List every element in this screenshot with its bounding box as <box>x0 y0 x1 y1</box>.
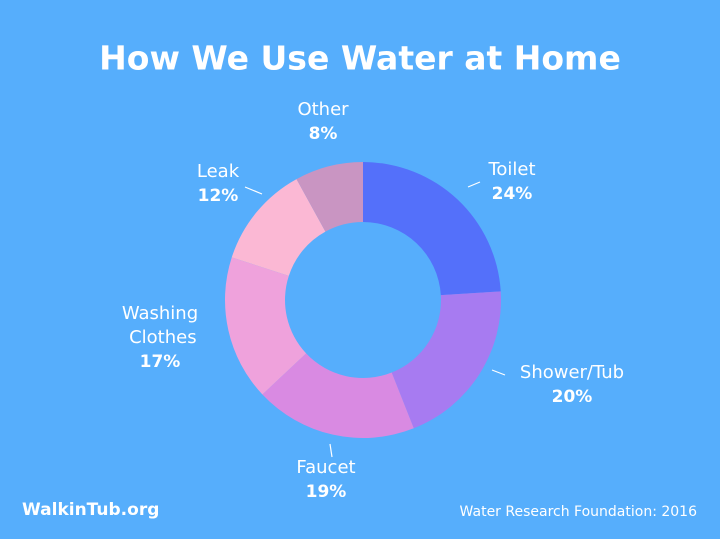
source: Water Research Foundation: 2016 <box>460 504 698 520</box>
category-label: Washing Clothes <box>122 303 198 348</box>
category-label: Toilet <box>487 159 535 180</box>
leader-line <box>491 369 506 376</box>
value-label: 8% <box>309 124 338 144</box>
brand: WalkinTub.org <box>22 500 159 520</box>
donut-slice <box>363 162 501 296</box>
leader-line <box>329 443 333 458</box>
donut-slice <box>391 291 502 429</box>
category-label: Faucet <box>296 457 355 478</box>
category-label: Shower/Tub <box>520 362 624 383</box>
leader-line <box>467 181 481 188</box>
donut-slice <box>262 353 414 438</box>
value-label: 12% <box>198 186 239 206</box>
chart-title: How We Use Water at Home <box>99 39 621 78</box>
value-label: 19% <box>306 482 347 502</box>
category-label: Other <box>297 99 349 120</box>
category-label: Leak <box>197 161 240 182</box>
leader-line <box>244 186 263 195</box>
donut-slice <box>296 162 363 232</box>
value-label: 20% <box>552 387 593 407</box>
donut-slice <box>231 179 326 276</box>
value-label: 17% <box>140 352 181 372</box>
value-label: 24% <box>492 184 533 204</box>
donut-slice <box>225 257 307 395</box>
